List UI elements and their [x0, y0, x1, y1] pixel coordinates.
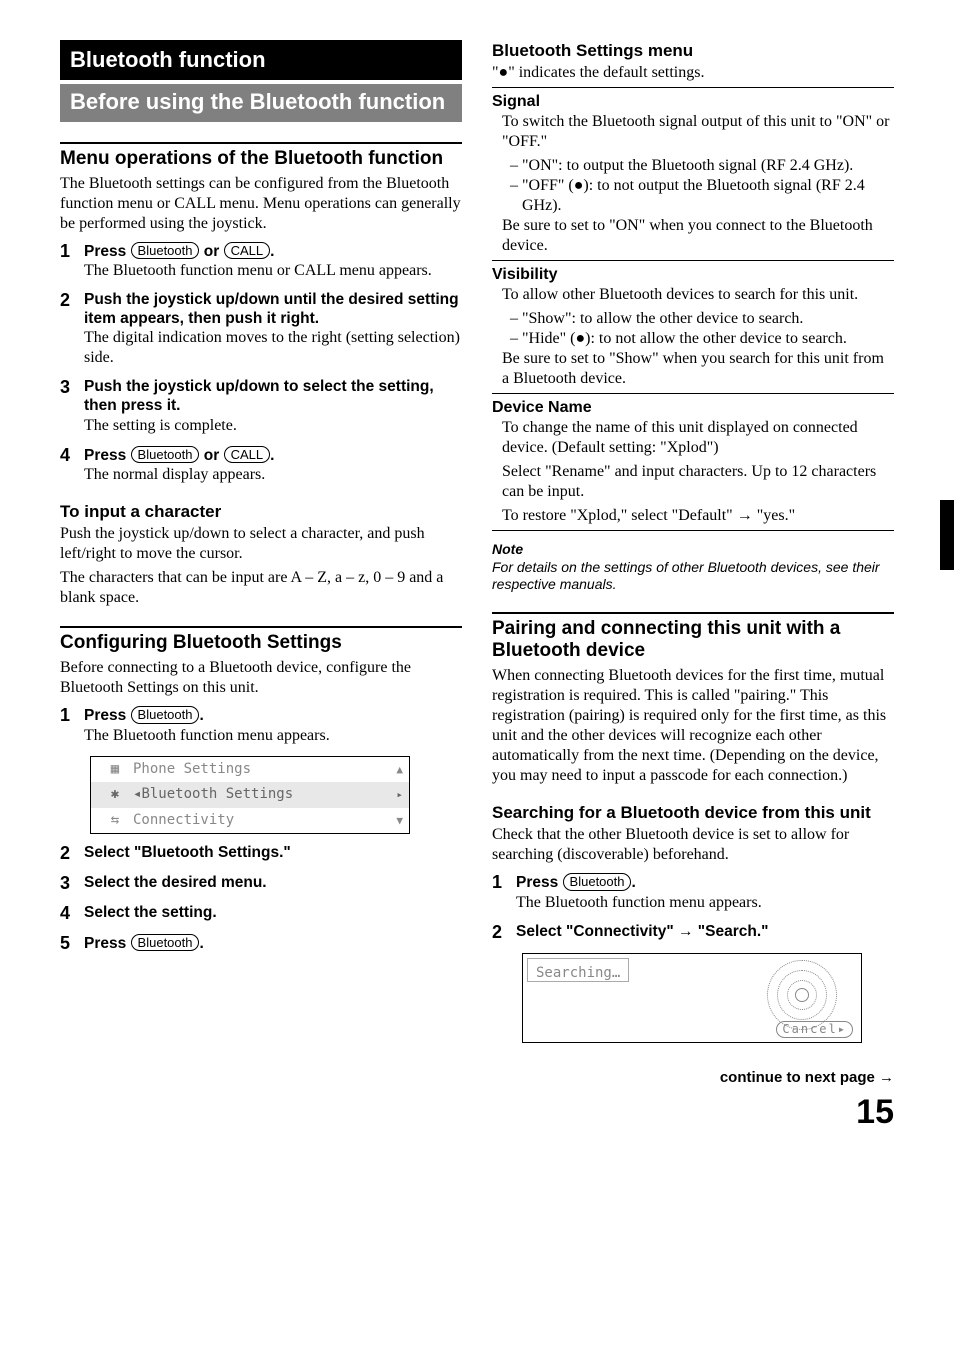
connectivity-icon: ⇆	[97, 812, 133, 830]
heading-menu-ops: Menu operations of the Bluetooth functio…	[60, 148, 462, 170]
signal-desc: To switch the Bluetooth signal output of…	[502, 112, 894, 152]
bluetooth-button: Bluetooth	[131, 706, 200, 724]
heading-config-bt: Configuring Bluetooth Settings	[60, 632, 462, 654]
searching-intro: Check that the other Bluetooth device is…	[492, 825, 894, 865]
note-body: For details on the settings of other Blu…	[492, 559, 894, 593]
menu-bluetooth-settings: Bluetooth Settings	[141, 786, 293, 804]
devname-l3: To restore "Xplod," select "Default" → "…	[502, 506, 894, 526]
srch-step-num-1: 1	[492, 873, 516, 893]
cfg-step-2: Select "Bluetooth Settings."	[84, 844, 462, 863]
menu-ops-intro: The Bluetooth settings can be configured…	[60, 174, 462, 234]
srch-step-num-2: 2	[492, 923, 516, 943]
visibility-show: "Show": to allow the other device to sea…	[522, 309, 803, 329]
visibility-desc: To allow other Bluetooth devices to sear…	[502, 285, 894, 305]
step-2-desc: The digital indication moves to the righ…	[84, 328, 462, 368]
bluetooth-button: Bluetooth	[563, 873, 632, 891]
up-arrow-icon: ▲	[396, 763, 403, 777]
right-arrow-icon: ▸	[396, 788, 403, 802]
bluetooth-button: Bluetooth	[131, 446, 200, 464]
cfg-step-3: Select the desired menu.	[84, 874, 462, 893]
banner-main: Bluetooth function	[60, 40, 462, 80]
srch-step-2: Select "Connectivity" → "Search."	[516, 923, 894, 942]
page-number: 15	[492, 1091, 894, 1134]
default-indicator-note: "●" indicates the default settings.	[492, 63, 894, 83]
bluetooth-button: Bluetooth	[131, 934, 200, 952]
input-char-p2: The characters that can be input are A –…	[60, 568, 462, 608]
cfg-step-5: Press Bluetooth.	[84, 934, 462, 954]
step-num-1: 1	[60, 242, 84, 262]
banner-sub: Before using the Bluetooth function	[60, 84, 462, 122]
note-label: Note	[492, 541, 894, 559]
cfg-step-1-desc: The Bluetooth function menu appears.	[84, 726, 462, 746]
cfg-step-num-4: 4	[60, 904, 84, 924]
step-4-title: Press Bluetooth or CALL.	[84, 446, 462, 466]
page-tab-marker	[940, 500, 954, 570]
step-4-desc: The normal display appears.	[84, 465, 462, 485]
call-button: CALL	[224, 242, 271, 260]
step-1-title: Press Bluetooth or CALL.	[84, 242, 462, 262]
pairing-body: When connecting Bluetooth devices for th…	[492, 666, 894, 786]
call-button: CALL	[224, 446, 271, 464]
cfg-step-1-title: Press Bluetooth.	[84, 706, 462, 726]
lcd-searching-label: Searching…	[527, 958, 629, 982]
heading-bt-settings-menu: Bluetooth Settings menu	[492, 40, 894, 61]
bt-settings-icon: ✱	[97, 786, 133, 804]
cfg-step-num-2: 2	[60, 844, 84, 864]
devname-l1: To change the name of this unit displaye…	[502, 418, 894, 458]
cfg-step-num-3: 3	[60, 874, 84, 894]
cancel-button-graphic: Cancel▸	[776, 1021, 853, 1038]
input-char-p1: Push the joystick up/down to select a ch…	[60, 524, 462, 564]
term-visibility: Visibility	[492, 265, 894, 285]
heading-pairing: Pairing and connecting this unit with a …	[492, 618, 894, 662]
step-1-desc: The Bluetooth function menu or CALL menu…	[84, 261, 462, 281]
visibility-tail: Be sure to set to "Show" when you search…	[502, 349, 894, 389]
step-num-2: 2	[60, 291, 84, 311]
lcd-search-screenshot: Searching… Cancel▸	[522, 953, 862, 1043]
step-2-title: Push the joystick up/down until the desi…	[84, 291, 462, 328]
config-intro: Before connecting to a Bluetooth device,…	[60, 658, 462, 698]
step-3-desc: The setting is complete.	[84, 416, 462, 436]
cfg-step-num-5: 5	[60, 934, 84, 954]
step-3-title: Push the joystick up/down to select the …	[84, 378, 462, 415]
srch-step-1-desc: The Bluetooth function menu appears.	[516, 893, 894, 913]
signal-on: "ON": to output the Bluetooth signal (RF…	[522, 156, 853, 176]
cfg-step-4: Select the setting.	[84, 904, 462, 923]
term-device-name: Device Name	[492, 398, 894, 418]
step-num-3: 3	[60, 378, 84, 398]
signal-tail: Be sure to set to "ON" when you connect …	[502, 216, 894, 256]
heading-input-char: To input a character	[60, 501, 462, 522]
visibility-hide: "Hide" (●): to not allow the other devic…	[522, 329, 847, 349]
term-signal: Signal	[492, 92, 894, 112]
step-num-4: 4	[60, 446, 84, 466]
signal-off: "OFF" (●): to not output the Bluetooth s…	[522, 176, 894, 216]
continue-next-page: continue to next page →	[492, 1069, 894, 1088]
heading-searching: Searching for a Bluetooth device from th…	[492, 802, 894, 823]
cfg-step-num-1: 1	[60, 706, 84, 726]
menu-phone-settings: Phone Settings	[133, 761, 251, 779]
phone-settings-icon: ▦	[97, 761, 133, 779]
devname-l2: Select "Rename" and input characters. Up…	[502, 462, 894, 502]
menu-connectivity: Connectivity	[133, 812, 234, 830]
bluetooth-button: Bluetooth	[131, 242, 200, 260]
down-arrow-icon: ▼	[396, 814, 403, 828]
lcd-menu-screenshot: ▦ Phone Settings ▲ ✱ ◂ Bluetooth Setting…	[90, 756, 410, 835]
srch-step-1-title: Press Bluetooth.	[516, 873, 894, 893]
radar-icon	[767, 960, 837, 1030]
